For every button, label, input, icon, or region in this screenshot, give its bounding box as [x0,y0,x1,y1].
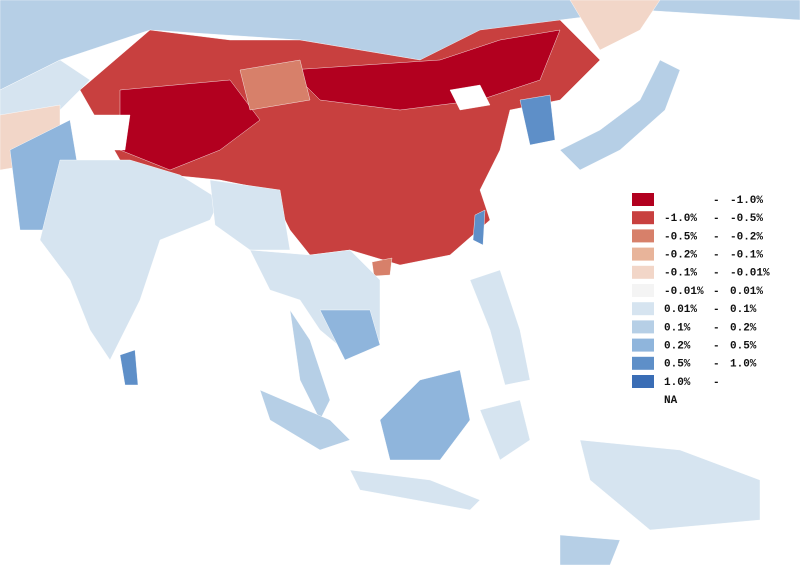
legend-swatch [632,338,654,352]
new-guinea [579,439,761,531]
legend-from: -0.2% [664,250,697,262]
legend-separator: - [713,250,720,262]
legend-swatch [632,284,654,297]
qinghai [239,59,311,111]
legend-from: 0.01% [664,304,697,316]
borneo [379,369,471,461]
legend-to: -0.5% [730,213,763,225]
legend-swatch [632,193,654,206]
legend-from: 1.0% [664,377,691,389]
far-east [569,0,661,51]
taiwan [472,209,486,246]
legend-separator: - [713,377,720,389]
legend-swatch [632,393,654,407]
legend-separator: - [713,304,720,316]
india [39,159,221,361]
legend-separator: - [713,231,720,243]
legend-to: -1.0% [730,195,763,207]
legend-from: -0.5% [664,231,697,243]
legend-to: -0.2% [730,231,763,243]
sumatra [259,389,351,451]
japan [559,59,681,171]
legend-to: 0.1% [730,304,757,316]
legend-swatch [632,356,654,370]
legend: - -1.0%-1.0% - -0.5%-0.5% - -0.2%-0.2% - -0.1%-… [632,193,770,407]
legend-from: -0.1% [664,268,697,280]
legend-from: 0.5% [664,359,691,371]
korea [519,94,556,146]
sulawesi [479,399,531,461]
legend-to: 0.2% [730,322,757,334]
legend-swatch [632,302,654,316]
legend-separator: - [713,213,720,225]
malay-peninsula [289,309,331,421]
legend-to: -0.01% [730,268,770,280]
hainan [371,257,393,277]
australia [559,534,621,565]
legend-from: -0.01% [664,286,704,298]
legend-swatch [632,247,654,261]
legend-to: -0.1% [730,250,763,262]
central-asia [0,59,91,121]
bohai [449,84,491,111]
java [349,469,481,511]
sri-lanka [119,349,139,386]
northeast [209,179,291,251]
legend-to: 1.0% [730,359,757,371]
legend-label: NA [664,395,678,407]
legend-swatch [632,375,654,388]
legend-swatch [632,211,654,225]
legend-from: 0.1% [664,322,691,334]
legend-separator: - [713,195,720,207]
kashmir-na [89,114,131,151]
philippines [469,269,531,386]
legend-separator: - [713,286,720,298]
legend-swatch [632,265,654,279]
legend-separator: - [713,268,720,280]
inner-mongolia [289,29,561,111]
legend-from: -1.0% [664,213,697,225]
legend-swatch [632,320,654,334]
legend-to: 0.01% [730,286,763,298]
legend-from: 0.2% [664,341,691,353]
legend-separator: - [713,359,720,371]
legend-separator: - [713,341,720,353]
legend-swatch [632,229,654,243]
cambodia [319,309,381,361]
legend-to: 0.5% [730,341,757,353]
legend-separator: - [713,322,720,334]
